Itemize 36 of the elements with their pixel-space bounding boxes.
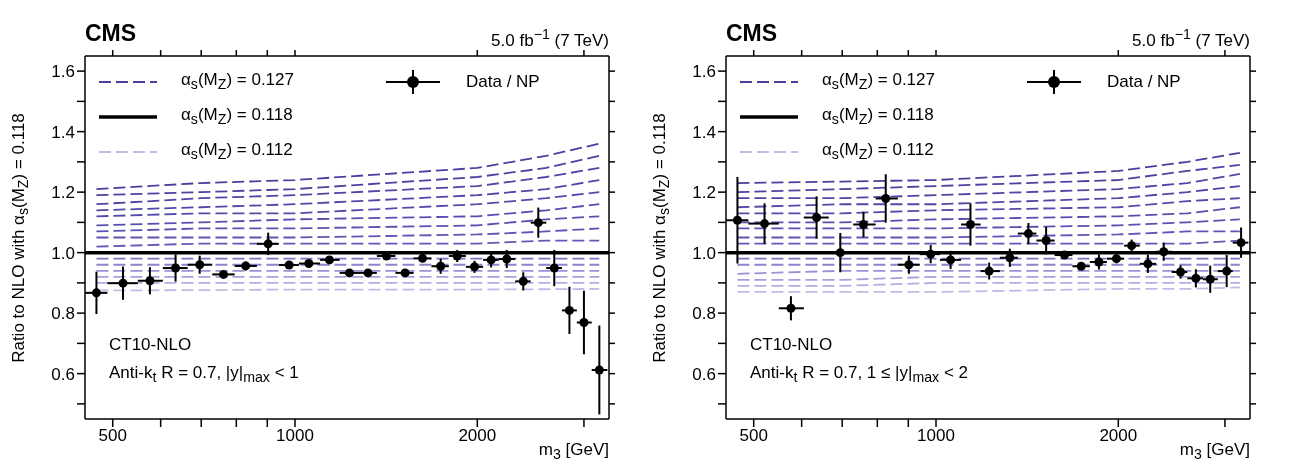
y-tick-label: 1.2 bbox=[51, 183, 75, 203]
y-tick-label: 0.6 bbox=[692, 364, 716, 384]
chart-title: CMS bbox=[726, 20, 778, 47]
x-tick-label: 1000 bbox=[917, 426, 955, 446]
x-tick-label: 2000 bbox=[1099, 426, 1138, 446]
annotation: Anti-k$_{t}$ R = 0.7, |y|$_{max}$ < 1 bbox=[109, 362, 299, 388]
annotation: CT10-NLO bbox=[109, 334, 193, 356]
legend-label: Data / NP bbox=[466, 71, 540, 92]
chart-subtitle: 5.0 fb$^{−1}$ (7 TeV) bbox=[1132, 26, 1250, 51]
y-tick-label: 0.8 bbox=[51, 304, 75, 324]
chart-subtitle: 5.0 fb$^{−1}$ (7 TeV) bbox=[491, 26, 609, 51]
x-tick-label: 2000 bbox=[458, 426, 497, 446]
y-tick-label: 1.6 bbox=[51, 62, 75, 82]
y-tick-label: 1.4 bbox=[51, 122, 75, 142]
annotation: Anti-k$_{t}$ R = 0.7, 1 ≤ |y|$_{max}$ < 2 bbox=[750, 362, 969, 388]
legend-label: α$_{s}$(M$_{Z}$) = 0.127 bbox=[822, 70, 935, 93]
legend-label: α$_{s}$(M$_{Z}$) = 0.112 bbox=[181, 140, 293, 163]
legend-label: α$_{s}$(M$_{Z}$) = 0.118 bbox=[181, 105, 293, 128]
legend-label: α$_{s}$(M$_{Z}$) = 0.127 bbox=[181, 70, 294, 93]
y-tick-label: 1.2 bbox=[692, 183, 716, 203]
y-tick-label: 1.0 bbox=[51, 243, 75, 263]
x-axis-title: m$_{3}$ [GeV] bbox=[538, 440, 609, 463]
x-tick-label: 500 bbox=[98, 426, 127, 446]
x-tick-label: 500 bbox=[739, 426, 768, 446]
y-tick-label: 1.6 bbox=[692, 62, 716, 82]
x-axis-title: m$_{3}$ [GeV] bbox=[1179, 440, 1250, 463]
legend-label: α$_{s}$(M$_{Z}$) = 0.112 bbox=[822, 140, 934, 163]
chart-title: CMS bbox=[85, 20, 137, 47]
y-tick-label: 1.4 bbox=[692, 122, 716, 142]
y-tick-label: 0.8 bbox=[692, 304, 716, 324]
x-tick-label: 1000 bbox=[276, 426, 314, 446]
y-tick-label: 1.0 bbox=[692, 243, 716, 263]
legend-label: Data / NP bbox=[1107, 71, 1181, 92]
y-tick-label: 0.6 bbox=[51, 364, 75, 384]
annotation: CT10-NLO bbox=[750, 334, 834, 356]
legend-label: α$_{s}$(M$_{Z}$) = 0.118 bbox=[822, 105, 934, 128]
